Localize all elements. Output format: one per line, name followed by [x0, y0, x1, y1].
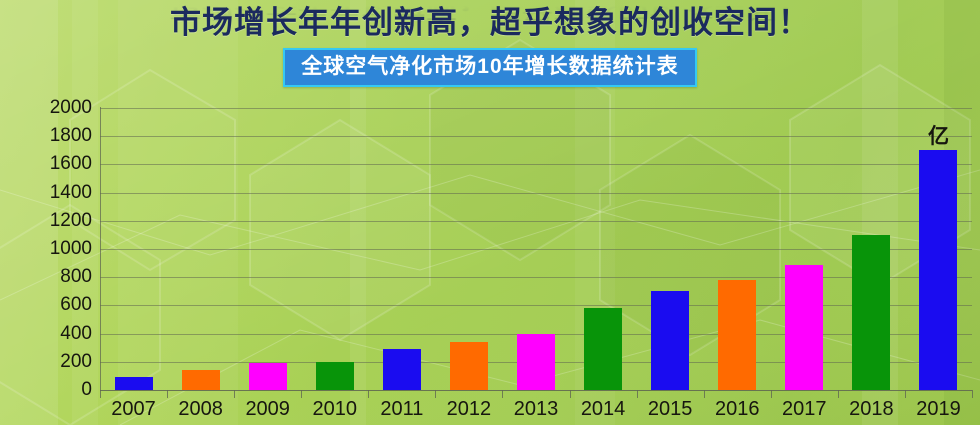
x-axis-tick [234, 390, 236, 398]
poster-header: 市场增长年年创新高，超乎想象的创收空间！ 市场增长年年创新高，超乎想象的创收空间… [0, 0, 980, 92]
bar-2009 [248, 363, 287, 390]
y-axis-tick-label: 0 [81, 379, 92, 400]
bar-2011 [382, 349, 421, 390]
x-axis-tick [100, 390, 101, 398]
x-axis-tick [435, 390, 437, 398]
x-axis-tick-label-2008: 2008 [178, 398, 223, 420]
y-axis-tick-label: 800 [60, 266, 92, 288]
x-axis-tick [569, 390, 571, 398]
x-axis-tick [703, 390, 705, 398]
x-axis-tick [301, 390, 303, 398]
x-axis-tick [770, 390, 772, 398]
x-axis-tick-label-2016: 2016 [714, 398, 760, 420]
x-axis-tick [904, 390, 906, 398]
bar-2017 [785, 264, 824, 390]
gridline [100, 249, 972, 250]
y-axis-tick-label: 600 [60, 294, 92, 316]
page-title: 市场增长年年创新高，超乎想象的创收空间！ [170, 5, 810, 40]
x-axis-tick-label-2018: 2018 [849, 398, 894, 420]
gridline [100, 136, 972, 138]
bar-2015 [651, 291, 690, 390]
x-axis-tick [167, 390, 169, 398]
x-axis-tick [368, 390, 370, 398]
unit-annotation-label: 亿 [927, 125, 949, 149]
y-axis-tick-label: 1200 [49, 209, 92, 231]
subtitle-banner-wrap: 全球空气净化市场10年增长数据统计表 [0, 48, 980, 88]
x-axis-tick-label-2019: 2019 [916, 398, 961, 420]
x-axis-tick-label-2012: 2012 [446, 398, 492, 420]
bar-2018 [852, 234, 891, 390]
y-axis-tick-label: 2000 [49, 97, 92, 118]
x-axis-tick-label-2015: 2015 [647, 398, 693, 420]
gridline [100, 108, 972, 109]
y-axis-tick-label: 1800 [49, 125, 92, 147]
y-axis-tick-label: 400 [60, 322, 92, 344]
gridline [100, 305, 972, 307]
x-axis-tick [502, 390, 504, 398]
y-axis-tick-label: 1400 [49, 181, 92, 203]
bar-2007 [114, 377, 153, 390]
bar-2019 [919, 150, 958, 390]
x-axis-tick [636, 390, 638, 398]
gridline [100, 164, 972, 166]
bar-2016 [718, 280, 757, 390]
y-axis-line [100, 107, 101, 391]
chart-subtitle-banner: 全球空气净化市场10年增长数据统计表 [283, 48, 697, 88]
x-axis-tick-label-2007: 2007 [111, 398, 156, 420]
y-axis-tick-label: 1000 [49, 238, 92, 259]
gridline [100, 220, 972, 222]
y-axis-tick-label: 1600 [49, 153, 92, 175]
bar-2010 [315, 361, 354, 390]
x-axis-tick-label-2014: 2014 [580, 398, 626, 420]
y-axis-tick-label: 200 [60, 350, 92, 372]
bar-2014 [584, 308, 623, 390]
x-axis-tick-label-2011: 2011 [380, 398, 424, 420]
x-axis-line [100, 390, 972, 391]
x-axis-tick-label-2013: 2013 [513, 398, 559, 420]
bar-2012 [449, 342, 488, 390]
gridline [100, 277, 972, 279]
gridline [100, 192, 972, 194]
x-axis-tick [972, 390, 973, 398]
x-axis-tick [837, 390, 839, 398]
bar-2008 [181, 370, 220, 390]
x-axis-tick-label-2010: 2010 [312, 398, 358, 420]
x-axis-tick-label-2009: 2009 [245, 398, 290, 420]
x-axis-tick-label-2017: 2017 [782, 398, 827, 420]
bar-2013 [517, 333, 555, 390]
